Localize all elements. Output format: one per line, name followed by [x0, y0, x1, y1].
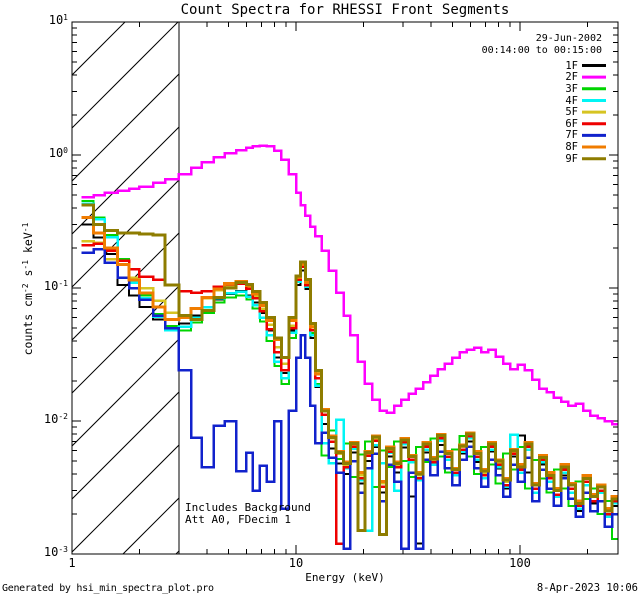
footer-generator: Generated by hsi_min_spectra_plot.pro: [2, 583, 214, 594]
spectra-curves: [81, 144, 618, 550]
hatch-region: [72, 22, 179, 554]
legend-label-4F: 4F: [565, 94, 578, 107]
legend-label-3F: 3F: [565, 82, 578, 95]
y-tick-label-1e0: 100: [48, 146, 68, 160]
annotation-background: Includes Background: [185, 501, 311, 514]
legend-label-7F: 7F: [565, 129, 578, 142]
footer-timestamp: 8-Apr-2023 10:06: [536, 582, 638, 594]
annotation-attenuator: Att A0, FDecim 1: [185, 513, 291, 526]
observation-time-range: 00:14:00 to 00:15:00: [481, 45, 602, 56]
chart-title: Count Spectra for RHESSI Front Segments: [180, 2, 510, 18]
legend-label-6F: 6F: [565, 117, 578, 130]
y-tick-label-1e1: 101: [48, 13, 68, 27]
legend-label-2F: 2F: [565, 71, 578, 84]
legend-label-9F: 9F: [565, 152, 578, 165]
x-axis-label: Energy (keV): [305, 571, 385, 584]
series-curve-7F: [81, 248, 618, 550]
series-curve-9F: [81, 203, 618, 537]
legend-label-5F: 5F: [565, 106, 578, 119]
observation-date: 29-Jun-2002: [535, 33, 602, 44]
series-curve-2F: [81, 144, 618, 429]
x-tick-label-1: 1: [68, 556, 76, 570]
y-tick-label-1e-3: 10-3: [43, 545, 68, 559]
plot-frame: [71, 21, 619, 555]
y-tick-label-1e-2: 10-2: [43, 412, 68, 426]
legend-label-1F: 1F: [565, 59, 578, 72]
y-tick-label-1e-1: 10-1: [43, 279, 68, 293]
x-tick-label-10: 10: [288, 556, 304, 570]
legend-label-8F: 8F: [565, 141, 578, 154]
x-tick-label-100: 100: [509, 556, 531, 570]
axis-ticks: [71, 21, 618, 555]
